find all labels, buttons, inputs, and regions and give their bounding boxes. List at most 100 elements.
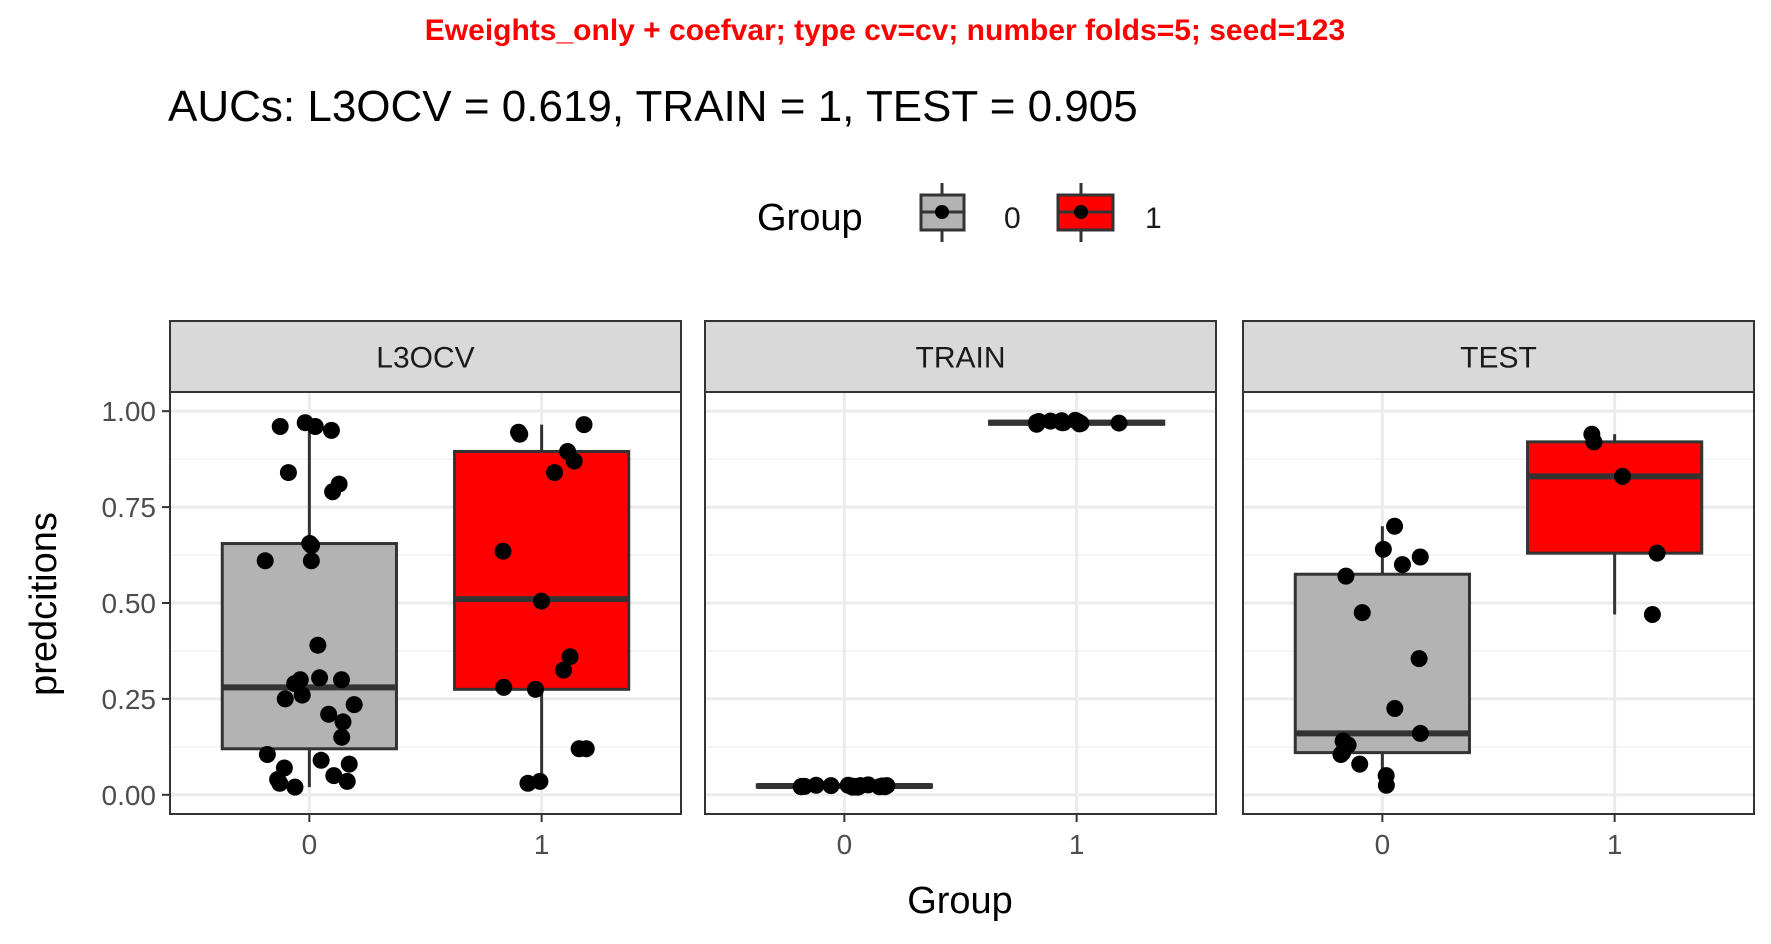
data-point — [271, 774, 289, 792]
y-tick-label: 0.50 — [102, 588, 157, 619]
facet-panels: L3OCV 0 1 0.00 0.25 0.50 0.75 1.00 TRAIN 0 1 TEST 0 1 — [102, 320, 1755, 860]
strip-test — [1242, 320, 1755, 393]
box-iqr — [453, 449, 631, 691]
points-test-group-0 — [1332, 517, 1429, 794]
data-point — [1332, 746, 1350, 764]
data-point — [822, 777, 840, 795]
strip-label: TEST — [1460, 342, 1537, 375]
data-point — [1110, 414, 1128, 432]
y-axis-title: predcitions — [23, 512, 65, 696]
data-point — [1386, 700, 1404, 717]
data-point — [279, 464, 297, 482]
data-point — [570, 740, 588, 758]
boxplot-test-group-0 — [1293, 526, 1471, 786]
panel-border — [1242, 391, 1755, 815]
data-point — [325, 767, 343, 785]
data-point — [511, 425, 529, 443]
data-point — [792, 778, 810, 796]
facet-panel-train: TRAIN 0 1 — [704, 320, 1217, 860]
data-point — [302, 552, 320, 570]
y-tick-label: 1.00 — [102, 396, 157, 427]
y-tick-label: 0.75 — [102, 492, 157, 523]
data-point — [1393, 556, 1411, 574]
chart-title: Eweights_only + coefvar; type cv=cv; num… — [425, 14, 1345, 47]
data-point — [256, 552, 274, 570]
data-point — [494, 542, 512, 560]
panel-border — [704, 391, 1217, 815]
data-point — [1374, 540, 1392, 558]
legend-label-1: 1 — [1145, 202, 1162, 235]
points-test-group-1 — [1583, 425, 1666, 624]
data-point — [322, 421, 340, 439]
data-point — [532, 592, 550, 610]
boxplot-l3ocv-group-1 — [453, 424, 631, 784]
data-point — [846, 777, 864, 795]
data-point — [555, 661, 573, 679]
data-point — [1613, 467, 1631, 485]
data-point — [1337, 567, 1355, 585]
x-tick-label: 1 — [1607, 829, 1623, 860]
data-point — [565, 452, 583, 470]
x-tick-label: 1 — [1069, 829, 1085, 860]
data-point — [526, 680, 544, 698]
data-point — [276, 690, 294, 708]
data-point — [332, 671, 350, 689]
data-point — [296, 414, 314, 432]
legend-label-0: 0 — [1004, 202, 1021, 235]
y-tick-label: 0.00 — [102, 780, 157, 811]
chart-subtitle: AUCs: L3OCV = 0.619, TRAIN = 1, TEST = 0… — [168, 82, 1138, 131]
points-l3ocv-group-0 — [256, 414, 363, 796]
data-point — [312, 751, 330, 769]
x-tick-label: 0 — [302, 829, 318, 860]
data-point — [286, 778, 304, 796]
data-point — [575, 416, 593, 434]
data-point — [561, 648, 579, 666]
data-point — [324, 483, 342, 501]
facet-panel-l3ocv: L3OCV 0 1 0.00 0.25 0.50 0.75 1.00 — [102, 320, 682, 860]
data-point — [1353, 604, 1371, 622]
strip-label: L3OCV — [376, 342, 474, 375]
x-tick-label: 0 — [837, 829, 853, 860]
data-point — [303, 536, 321, 554]
legend-key-1 — [1056, 183, 1115, 242]
data-point — [1351, 755, 1369, 773]
x-tick-label: 0 — [1375, 829, 1391, 860]
data-point — [311, 669, 329, 687]
data-point — [519, 774, 537, 792]
data-point — [1411, 548, 1429, 566]
facet-panel-test: TEST 0 1 — [1242, 320, 1755, 860]
data-point — [340, 755, 358, 773]
data-point — [320, 705, 338, 723]
data-point — [258, 746, 276, 764]
data-point — [271, 418, 289, 436]
data-point — [1410, 650, 1428, 668]
points-l3ocv-group-1 — [494, 416, 595, 792]
data-point — [1643, 606, 1661, 624]
data-point — [1386, 517, 1404, 535]
box-iqr — [220, 542, 398, 751]
data-point — [1411, 724, 1429, 742]
legend: Group 0 1 — [757, 183, 1162, 242]
data-point — [345, 696, 363, 714]
data-point — [874, 777, 892, 795]
box-iqr — [1526, 440, 1704, 555]
data-point — [334, 713, 352, 731]
data-point — [545, 464, 563, 482]
data-point — [495, 678, 513, 696]
strip-label: TRAIN — [916, 342, 1006, 375]
y-tick-label: 0.25 — [102, 684, 157, 715]
strip-l3ocv — [169, 320, 682, 393]
x-tick-label: 1 — [534, 829, 550, 860]
data-point — [333, 728, 351, 746]
data-point — [309, 636, 327, 654]
legend-key-0 — [919, 183, 966, 242]
points-train-group-1 — [1028, 411, 1128, 433]
data-point — [1585, 433, 1603, 451]
data-point — [1066, 411, 1084, 429]
data-point — [1377, 776, 1395, 794]
box-iqr — [1293, 572, 1471, 755]
legend-title: Group — [757, 197, 863, 239]
points-train-group-0 — [792, 776, 896, 796]
x-axis-title: Group — [907, 880, 1013, 922]
